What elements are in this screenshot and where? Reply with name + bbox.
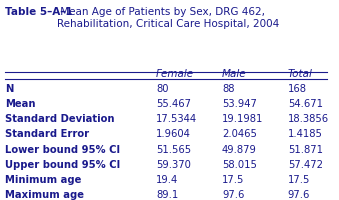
Text: Standard Deviation: Standard Deviation <box>5 114 114 124</box>
Text: 59.370: 59.370 <box>156 159 191 169</box>
Text: 97.6: 97.6 <box>222 189 244 199</box>
Text: 51.565: 51.565 <box>156 144 191 154</box>
Text: 2.0465: 2.0465 <box>222 129 257 139</box>
Text: Total: Total <box>288 69 313 79</box>
Text: 88: 88 <box>222 83 235 93</box>
Text: Male: Male <box>222 69 246 79</box>
Text: Table 5–A–1: Table 5–A–1 <box>5 7 72 17</box>
Text: 19.1981: 19.1981 <box>222 114 263 124</box>
Text: 18.3856: 18.3856 <box>288 114 329 124</box>
Text: Mean Age of Patients by Sex, DRG 462,
Rehabilitation, Critical Care Hospital, 20: Mean Age of Patients by Sex, DRG 462, Re… <box>57 7 279 28</box>
Text: Minimum age: Minimum age <box>5 174 81 184</box>
Text: Standard Error: Standard Error <box>5 129 89 139</box>
Text: 89.1: 89.1 <box>156 189 178 199</box>
Text: 17.5344: 17.5344 <box>156 114 197 124</box>
Text: Maximum age: Maximum age <box>5 189 84 199</box>
Text: 17.5: 17.5 <box>288 174 310 184</box>
Text: 58.015: 58.015 <box>222 159 257 169</box>
Text: 55.467: 55.467 <box>156 99 191 108</box>
Text: 51.871: 51.871 <box>288 144 323 154</box>
Text: 1.9604: 1.9604 <box>156 129 191 139</box>
Text: 168: 168 <box>288 83 307 93</box>
Text: 1.4185: 1.4185 <box>288 129 323 139</box>
Text: 53.947: 53.947 <box>222 99 257 108</box>
Text: 19.4: 19.4 <box>156 174 178 184</box>
Text: N: N <box>5 83 13 93</box>
Text: Female: Female <box>156 69 194 79</box>
Text: 57.472: 57.472 <box>288 159 323 169</box>
Text: 80: 80 <box>156 83 168 93</box>
Text: Mean: Mean <box>5 99 35 108</box>
Text: 54.671: 54.671 <box>288 99 323 108</box>
Text: 17.5: 17.5 <box>222 174 244 184</box>
Text: Lower bound 95% CI: Lower bound 95% CI <box>5 144 120 154</box>
Text: 97.6: 97.6 <box>288 189 310 199</box>
Text: Upper bound 95% CI: Upper bound 95% CI <box>5 159 120 169</box>
Text: 49.879: 49.879 <box>222 144 257 154</box>
